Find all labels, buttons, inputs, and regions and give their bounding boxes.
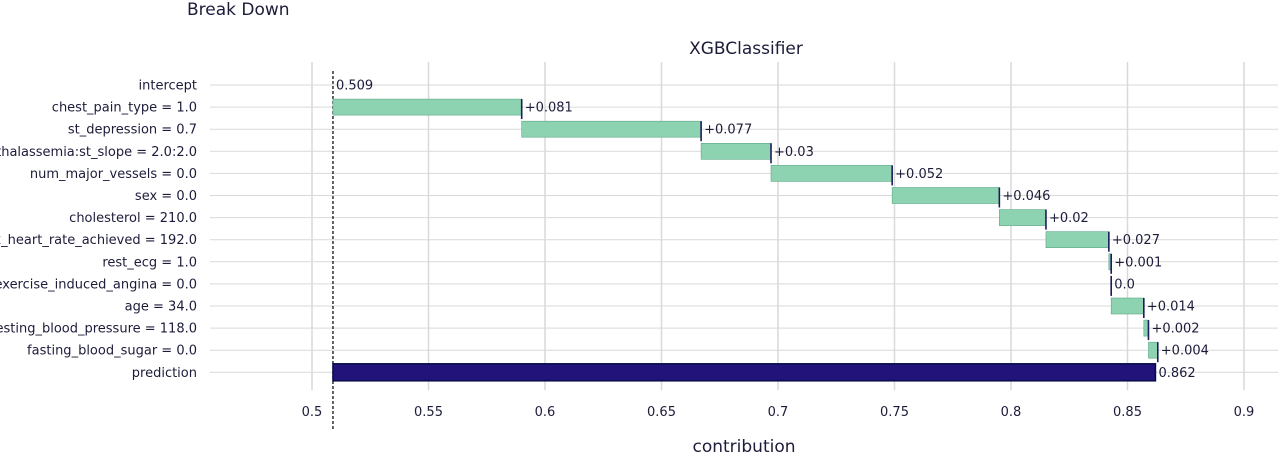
x-axis-title: contribution bbox=[692, 437, 795, 454]
y-category-label: resting_blood_pressure = 118.0 bbox=[0, 322, 197, 337]
contribution-bar bbox=[999, 209, 1047, 226]
y-category-label: exercise_induced_angina = 0.0 bbox=[0, 277, 197, 292]
x-tick-label: 0.7 bbox=[768, 405, 789, 420]
x-tick-label: 0.6 bbox=[535, 405, 556, 420]
data-label: 0.509 bbox=[336, 79, 373, 94]
data-label: +0.004 bbox=[1161, 344, 1209, 359]
x-tick-label: 0.75 bbox=[880, 405, 909, 420]
data-label: +0.001 bbox=[1114, 255, 1162, 270]
data-label: +0.03 bbox=[774, 145, 814, 160]
y-category-label: cholesterol = 210.0 bbox=[69, 211, 197, 226]
data-label: +0.077 bbox=[704, 123, 752, 138]
data-label: +0.002 bbox=[1151, 322, 1199, 337]
x-tick-label: 0.8 bbox=[1001, 405, 1022, 420]
y-category-label: num_major_vessels = 0.0 bbox=[30, 167, 197, 182]
bar-layer bbox=[332, 71, 1159, 430]
contribution-bar bbox=[770, 165, 893, 182]
y-category-label: max_heart_rate_achieved = 192.0 bbox=[0, 233, 197, 248]
label-layer: 0.5 0.55 0.6 0.65 0.7 0.75 0.8 0.85 0.9 intercept… bbox=[0, 79, 1254, 421]
x-tick-label: 0.85 bbox=[1113, 405, 1142, 420]
y-category-label: fasting_blood_sugar = 0.0 bbox=[27, 344, 197, 359]
data-label: +0.02 bbox=[1049, 211, 1089, 226]
data-label: 0.862 bbox=[1158, 366, 1195, 381]
page-title: Break Down bbox=[187, 0, 290, 20]
data-label: +0.014 bbox=[1147, 300, 1195, 315]
x-tick-label: 0.9 bbox=[1234, 405, 1255, 420]
y-category-label: sex = 0.0 bbox=[135, 189, 197, 204]
y-category-label: chest_pain_type = 1.0 bbox=[52, 101, 197, 116]
contribution-bar bbox=[1110, 297, 1145, 315]
contribution-bar bbox=[1045, 231, 1110, 248]
data-label: +0.027 bbox=[1112, 233, 1160, 248]
contribution-bar bbox=[1148, 341, 1159, 359]
data-label: 0.0 bbox=[1114, 277, 1135, 292]
contribution-bar bbox=[521, 120, 702, 138]
prediction-bar bbox=[332, 363, 1157, 382]
y-category-label: st_depression = 0.7 bbox=[68, 123, 197, 138]
x-tick-label: 0.5 bbox=[302, 405, 323, 420]
y-category-label: rest_ecg = 1.0 bbox=[102, 255, 197, 270]
y-category-label: intercept bbox=[139, 79, 198, 94]
data-label: +0.052 bbox=[895, 167, 943, 182]
x-tick-label: 0.65 bbox=[647, 405, 676, 420]
y-category-label: thalassemia:st_slope = 2.0:2.0 bbox=[0, 145, 197, 160]
y-category-label: prediction bbox=[132, 366, 197, 381]
data-label: +0.046 bbox=[1002, 189, 1050, 204]
chart-subtitle: XGBClassifier bbox=[689, 39, 803, 59]
contribution-bar bbox=[332, 98, 522, 116]
x-tick-label: 0.55 bbox=[414, 405, 443, 420]
y-category-label: age = 34.0 bbox=[125, 300, 197, 315]
contribution-bar bbox=[891, 187, 1000, 204]
data-label: +0.081 bbox=[525, 101, 573, 116]
contribution-bar bbox=[700, 143, 772, 160]
